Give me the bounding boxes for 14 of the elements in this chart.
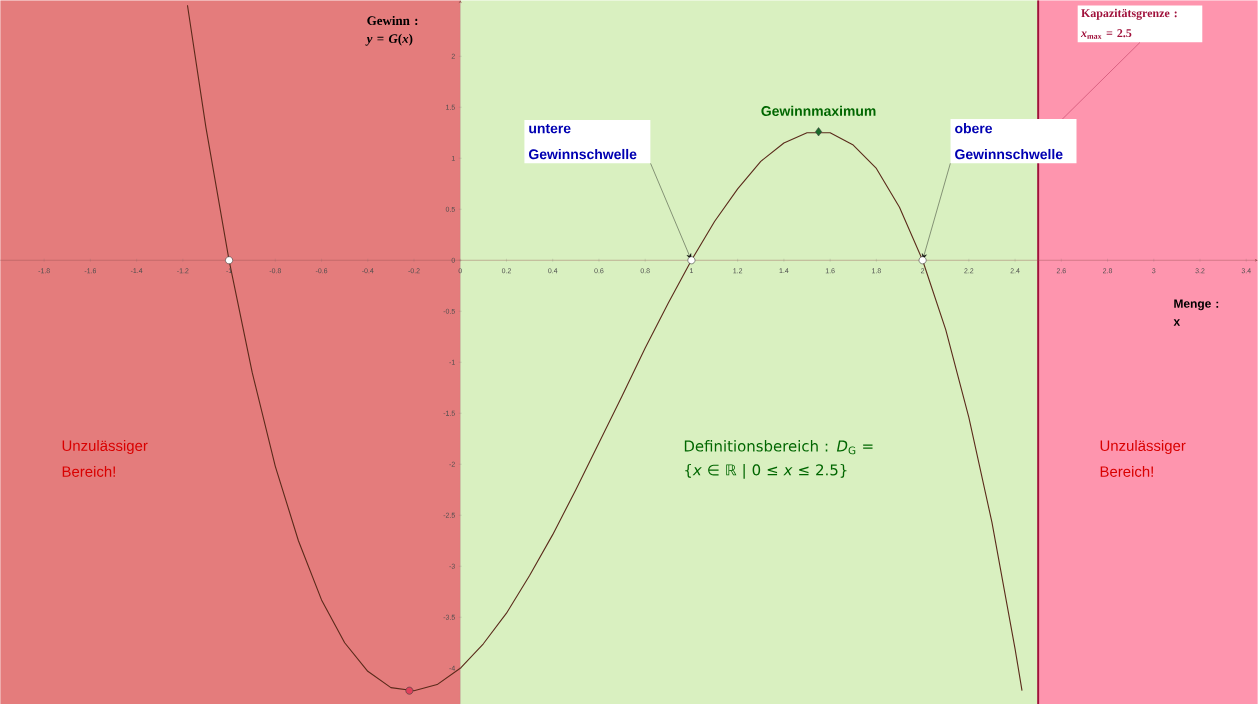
- annotation: untere Gewinnschwelle: [528, 123, 637, 160]
- annotation: Gewinnmaximum: [761, 105, 876, 116]
- y-axis-title: Gewinn : y = G(x): [365, 15, 418, 46]
- annotation: obere Gewinnschwelle: [955, 122, 1063, 160]
- point: [225, 256, 233, 265]
- text: Definitionsbereich : D$_{G}$ = {x ∈ ℝ | 0 ≤ x ≤ 2.5}: [684, 439, 873, 479]
- band-label: Unzulässiger Bereich!: [1100, 439, 1186, 477]
- point: [687, 256, 696, 265]
- point: [405, 686, 414, 695]
- x-axis-title: Menge : x: [1173, 299, 1219, 326]
- point: [918, 256, 927, 265]
- point: [815, 127, 823, 137]
- ref-line-label: Kapazitätsgrenze : x$_{max}$ = 2.5: [1080, 8, 1177, 39]
- band-label: Unzulässiger Bereich!: [62, 439, 148, 477]
